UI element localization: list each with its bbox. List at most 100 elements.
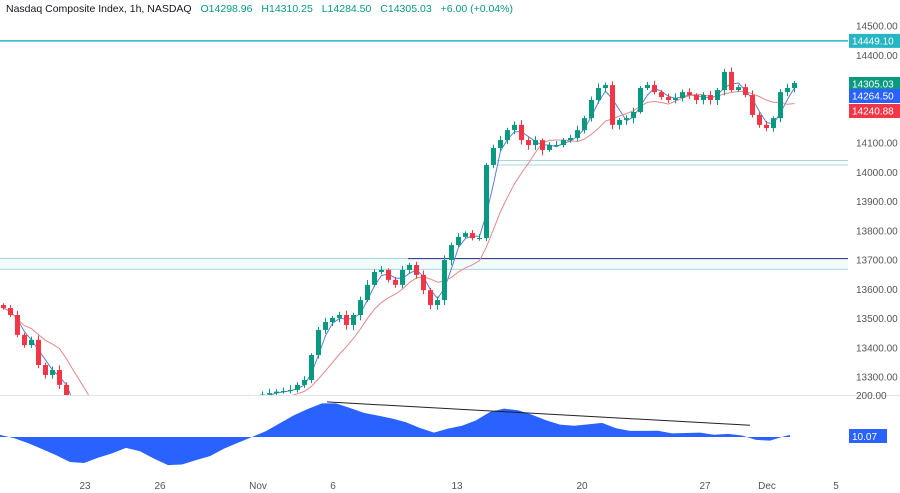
candle (288, 385, 293, 394)
candle (680, 89, 685, 102)
oscillator-area (0, 403, 790, 466)
candle-body (750, 95, 755, 115)
candle-body (652, 85, 657, 93)
time-tick-label: 5 (833, 481, 839, 492)
candle-body (519, 124, 524, 141)
candle (225, 405, 230, 418)
candle-body (281, 391, 286, 393)
candle-body (701, 95, 706, 101)
time-tick-label: 26 (154, 481, 166, 492)
candle-body (421, 274, 426, 291)
candle (253, 395, 258, 403)
candle-body (71, 400, 76, 421)
candle (274, 389, 279, 395)
candle (512, 121, 517, 135)
candle-body (337, 314, 342, 318)
candle (295, 382, 300, 393)
candle (141, 453, 146, 477)
price-tick-label: 13700.00 (856, 256, 898, 267)
candle (729, 67, 734, 92)
price-tick-label: 13500.00 (856, 314, 898, 325)
price-tick-label: 13800.00 (856, 226, 898, 237)
low-value: L14284.50 (321, 3, 372, 15)
candle-body (477, 238, 482, 240)
candle (771, 116, 776, 132)
candle (498, 135, 503, 152)
candle-body (687, 92, 692, 96)
candle-body (729, 71, 734, 91)
candle-body (309, 355, 314, 380)
candle-body (659, 92, 664, 98)
candle-body (785, 88, 790, 93)
candle (736, 84, 741, 93)
candle (22, 332, 27, 348)
candle-body (253, 397, 258, 398)
candle (1, 303, 6, 310)
candle-body (533, 140, 538, 146)
price-pane[interactable] (0, 40, 848, 493)
candle-body (386, 269, 391, 280)
resistance-price-label: 14449.10 (852, 36, 894, 47)
candle (456, 233, 461, 247)
candle (554, 140, 559, 148)
candle-body (554, 145, 559, 147)
candle-body (666, 97, 671, 101)
candle-body (610, 85, 615, 125)
candle-body (645, 85, 650, 89)
candle (582, 115, 587, 134)
candle-body (575, 130, 580, 139)
candle (36, 335, 41, 369)
candle (484, 162, 489, 241)
candle-body (323, 322, 328, 330)
candle-body (407, 264, 412, 270)
candle (491, 144, 496, 169)
candle (393, 276, 398, 288)
last-price-tag (849, 77, 900, 91)
candle-body (155, 465, 160, 477)
candle-body (400, 269, 405, 285)
candle-body (36, 339, 41, 366)
candle-body (260, 394, 265, 395)
candle (260, 391, 265, 395)
candle (379, 266, 384, 275)
candle (526, 137, 531, 150)
candle (386, 268, 391, 283)
candle-body (428, 290, 433, 306)
candle-body (631, 111, 636, 119)
candle-body (379, 269, 384, 272)
candle-body (120, 465, 125, 480)
candle-body (512, 124, 517, 131)
candle-body (694, 95, 699, 101)
candle (155, 463, 160, 481)
candle (701, 92, 706, 105)
divergence-trendline (326, 401, 751, 426)
candle-body (344, 314, 349, 325)
candle (232, 404, 237, 412)
candle-body (218, 415, 223, 421)
candle (309, 353, 314, 384)
candle-body (1, 305, 6, 308)
fast-ma-tag (849, 89, 900, 103)
candle-body (99, 462, 104, 471)
time-axis[interactable]: 23 26 Nov 6 13 20 27 Dec 5 (79, 481, 839, 492)
candle (316, 326, 321, 359)
candle-body (589, 100, 594, 119)
candle-body (757, 114, 762, 125)
price-axis[interactable]: 14500.00 14400.00 14100.00 14000.00 13900.00… (849, 22, 900, 444)
candle-body (526, 140, 531, 146)
candle (470, 230, 475, 241)
resistance-price-tag (849, 33, 900, 48)
symbol-title: Nasdaq Composite Index, 1h, NASDAQ (6, 3, 192, 15)
candle (575, 125, 580, 141)
candle-body (449, 245, 454, 260)
time-tick-label: Dec (758, 481, 776, 492)
candle-body (771, 118, 776, 129)
time-tick-label: 23 (79, 481, 91, 492)
candle (533, 136, 538, 151)
candle (442, 255, 447, 306)
candle-body (50, 369, 55, 375)
candle (610, 81, 615, 130)
candle (722, 68, 727, 96)
oscillator-pane[interactable] (0, 401, 790, 466)
